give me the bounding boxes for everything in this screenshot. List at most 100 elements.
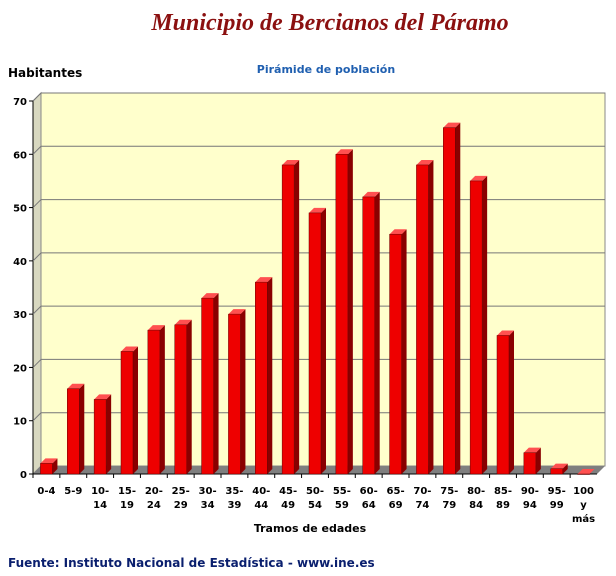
bar-front <box>389 233 402 475</box>
y-tick-label: 70 <box>13 97 27 108</box>
bar-top <box>443 122 461 128</box>
bar-top <box>255 277 273 283</box>
bar-side <box>321 207 326 474</box>
bar <box>362 191 380 475</box>
bar <box>147 325 165 475</box>
x-tick-label: 65-69 <box>387 486 405 511</box>
chart-subtitle: Pirámide de población <box>256 63 396 76</box>
x-tick-label: 100 y más <box>572 486 595 525</box>
bar-top <box>389 229 407 235</box>
bar-top <box>550 463 568 469</box>
bar <box>577 469 595 475</box>
bar-front <box>174 324 187 475</box>
bar <box>281 159 300 475</box>
bar-front <box>67 388 80 475</box>
bar <box>308 207 326 475</box>
y-tick-label: 10 <box>13 417 27 428</box>
bar-front <box>255 281 268 475</box>
bar-top <box>174 319 192 325</box>
x-tick-label: 70-74 <box>413 486 431 511</box>
x-tick-label: 95-99 <box>548 486 566 511</box>
bar-front <box>523 452 537 475</box>
bar-front <box>201 297 214 475</box>
x-tick-label: 90-94 <box>521 486 539 511</box>
bar-side <box>562 463 568 474</box>
bar <box>228 309 246 475</box>
gridline-diagonal <box>32 412 42 422</box>
bar-front <box>147 329 161 475</box>
x-tick-label: 80-84 <box>467 486 485 511</box>
x-tick-label: 60-64 <box>360 486 378 511</box>
bar-front <box>362 196 375 475</box>
y-tick-label: 50 <box>13 204 27 215</box>
y-tick-label: 60 <box>13 150 27 161</box>
gridline-diagonal <box>32 199 42 208</box>
x-tick-label: 25-29 <box>172 486 190 511</box>
bar <box>93 394 112 475</box>
bar-top <box>523 447 541 453</box>
x-axis-title: Tramos de edades <box>253 522 367 535</box>
bar-side <box>428 159 434 474</box>
x-tick-label: 30-34 <box>199 486 217 511</box>
bar-side <box>106 394 112 474</box>
bar-side <box>240 309 246 474</box>
x-tick-label: 10-14 <box>91 486 109 511</box>
bar <box>255 277 273 475</box>
bar-top <box>470 175 488 181</box>
bar <box>335 149 353 475</box>
bar-top <box>147 325 165 331</box>
x-tick-label: 85-89 <box>494 486 512 511</box>
bar <box>389 229 407 475</box>
bar <box>67 383 85 475</box>
bar <box>416 159 434 475</box>
gridline-diagonal <box>32 252 42 262</box>
bar-front <box>550 468 563 475</box>
x-axis-ticks: 0-4 5-9 10-14 15-19 20-24 25-29 30-34 35-39 40-4… <box>32 474 595 525</box>
bar-side <box>374 191 380 474</box>
y-axis-ticks: 0 10 20 30 40 50 60 70 <box>13 97 33 481</box>
y-tick-label: 30 <box>13 310 27 321</box>
bar-front <box>40 463 53 475</box>
bar-side <box>401 229 407 474</box>
x-tick-label: 5-9 <box>64 486 82 497</box>
bar-side <box>347 149 353 475</box>
bar-top <box>309 207 326 213</box>
y-tick-label: 0 <box>20 470 27 481</box>
bar-front <box>120 351 134 475</box>
bar-front <box>281 164 295 475</box>
bar-front <box>228 313 241 475</box>
bar-side <box>455 122 461 475</box>
bar-top <box>416 159 434 165</box>
bar <box>174 319 192 475</box>
bar-top <box>121 346 138 352</box>
bar-side <box>535 447 541 474</box>
bar-front <box>93 399 107 475</box>
bar-front <box>416 164 429 475</box>
x-tick-label: 0-4 <box>37 486 55 497</box>
y-tick-label: 40 <box>13 257 27 268</box>
bar-front <box>308 212 322 475</box>
bar-front <box>496 335 510 475</box>
y-axis-title: Habitantes <box>8 66 83 80</box>
bar <box>201 293 219 475</box>
bar-side <box>79 383 85 474</box>
x-tick-label: 75-79 <box>440 486 458 511</box>
bar-front <box>577 473 590 475</box>
x-tick-label: 20-24 <box>145 486 163 511</box>
x-tick-label: 50-54 <box>306 486 324 511</box>
bar-top <box>228 309 246 315</box>
x-tick-label: 15-19 <box>118 486 136 511</box>
page-title: Municipio de Bercianos del Páramo <box>151 10 509 36</box>
x-tick-label: 45-49 <box>279 486 297 511</box>
bar-side <box>267 277 273 474</box>
bar-top <box>94 394 112 400</box>
bar-top <box>40 458 58 464</box>
bar <box>496 330 514 475</box>
bar <box>469 175 488 475</box>
bar-side <box>213 293 219 474</box>
bar-side <box>294 159 300 474</box>
bar-top <box>335 149 353 155</box>
bar-front <box>443 127 456 475</box>
bar-top <box>362 191 380 197</box>
